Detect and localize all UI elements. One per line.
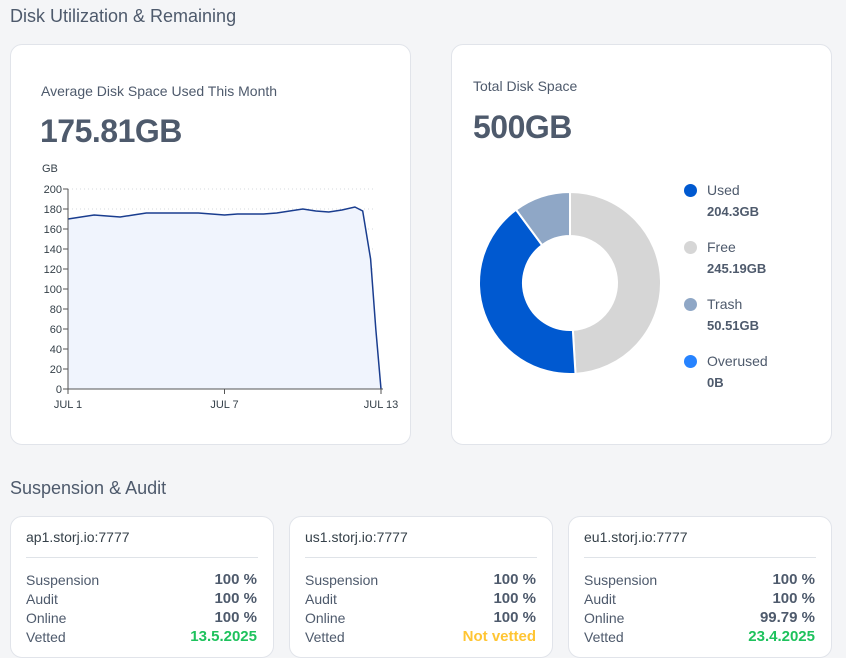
y-tick-label: 60 (50, 324, 62, 336)
y-tick-label: 20 (50, 364, 62, 376)
suspension-value: 100 % (772, 571, 815, 588)
legend-used-dot (684, 184, 697, 197)
y-tick-label: 100 (44, 284, 62, 296)
y-tick-label: 120 (44, 264, 62, 276)
online-label: Online (26, 610, 67, 626)
divider (584, 557, 816, 558)
suspension-row: Suspension 100 % (305, 570, 536, 589)
audit-label: Audit (305, 591, 337, 607)
satellite-card-ap1: ap1.storj.io:7777 Suspension 100 % Audit… (10, 516, 274, 658)
suspension-label: Suspension (26, 572, 100, 588)
satellite-name: ap1.storj.io:7777 (26, 529, 130, 545)
online-value: 99.79 % (759, 609, 815, 626)
y-axis-label: GB (42, 163, 58, 175)
area-fill (68, 207, 381, 389)
satellite-name: us1.storj.io:7777 (305, 529, 408, 545)
vetted-row: Vetted Not vetted (305, 627, 536, 646)
y-tick-label: 180 (44, 204, 62, 216)
avg-disk-subtitle: Average Disk Space Used This Month (41, 83, 278, 99)
vetted-value: 23.4.2025 (748, 628, 815, 645)
legend-overused-dot (684, 355, 697, 368)
vetted-label: Vetted (305, 629, 345, 645)
avg-disk-card: Average Disk Space Used This Month 175.8… (10, 44, 411, 445)
audit-section-title: Suspension & Audit (10, 478, 167, 498)
divider (26, 557, 258, 558)
y-tick-label: 200 (44, 184, 62, 196)
y-tick-label: 0 (56, 384, 62, 396)
suspension-row: Suspension 100 % (26, 570, 257, 589)
suspension-row: Suspension 100 % (584, 570, 815, 589)
online-label: Online (305, 610, 346, 626)
audit-row: Audit 100 % (584, 589, 815, 608)
x-tick-label: JUL 1 (54, 399, 82, 411)
x-tick-label: JUL 13 (364, 399, 398, 411)
online-row: Online 100 % (305, 608, 536, 627)
audit-value: 100 % (772, 590, 815, 607)
donut-slice-used (478, 208, 577, 375)
vetted-value: Not vetted (462, 628, 536, 645)
total-disk-subtitle: Total Disk Space (473, 78, 578, 94)
suspension-value: 100 % (493, 571, 536, 588)
y-tick-label: 140 (44, 244, 62, 256)
satellite-card-eu1: eu1.storj.io:7777 Suspension 100 % Audit… (568, 516, 832, 658)
suspension-value: 100 % (214, 571, 257, 588)
legend-free-label: Free (707, 239, 736, 255)
legend-trash-dot (684, 298, 697, 311)
vetted-label: Vetted (26, 629, 66, 645)
y-tick-label: 80 (50, 304, 62, 316)
audit-row: Audit 100 % (305, 589, 536, 608)
legend-used-value: 204.3GB (707, 204, 760, 219)
legend-free-dot (684, 241, 697, 254)
audit-label: Audit (26, 591, 58, 607)
disk-section-title: Disk Utilization & Remaining (10, 6, 237, 26)
disk-donut-chart (478, 190, 662, 375)
vetted-row: Vetted 23.4.2025 (584, 627, 815, 646)
online-value: 100 % (214, 609, 257, 626)
audit-label: Audit (584, 591, 616, 607)
audit-row: Audit 100 % (26, 589, 257, 608)
satellite-name: eu1.storj.io:7777 (584, 529, 688, 545)
legend-trash-label: Trash (707, 296, 743, 312)
total-disk-value: 500GB (473, 109, 572, 145)
online-value: 100 % (493, 609, 536, 626)
vetted-label: Vetted (584, 629, 624, 645)
online-row: Online 100 % (26, 608, 257, 627)
y-tick-label: 40 (50, 344, 62, 356)
avg-disk-value: 175.81GB (40, 113, 182, 149)
suspension-label: Suspension (305, 572, 379, 588)
total-disk-card: Total Disk Space 500GB Used 204.3GB Free… (451, 44, 832, 445)
legend-overused-value: 0B (707, 375, 724, 390)
satellite-card-us1: us1.storj.io:7777 Suspension 100 % Audit… (289, 516, 553, 658)
online-row: Online 99.79 % (584, 608, 815, 627)
series-line (67, 206, 382, 390)
x-tick-label: JUL 7 (210, 399, 238, 411)
audit-value: 100 % (214, 590, 257, 607)
divider (305, 557, 537, 558)
vetted-row: Vetted 13.5.2025 (26, 627, 257, 646)
disk-usage-chart: GB 0 20 40 60 80 100 120 140 160 180 200 JUL 1 JUL 7 J… (42, 163, 398, 411)
y-tick-label: 160 (44, 224, 62, 236)
vetted-value: 13.5.2025 (190, 628, 257, 645)
online-label: Online (584, 610, 625, 626)
legend-used-label: Used (707, 182, 740, 198)
suspension-label: Suspension (584, 572, 658, 588)
legend-trash-value: 50.51GB (707, 318, 760, 333)
donut-slice-trash (514, 190, 571, 247)
audit-value: 100 % (493, 590, 536, 607)
legend-overused-label: Overused (707, 353, 768, 369)
donut-slice-free (569, 190, 662, 375)
legend-free-value: 245.19GB (707, 261, 767, 276)
